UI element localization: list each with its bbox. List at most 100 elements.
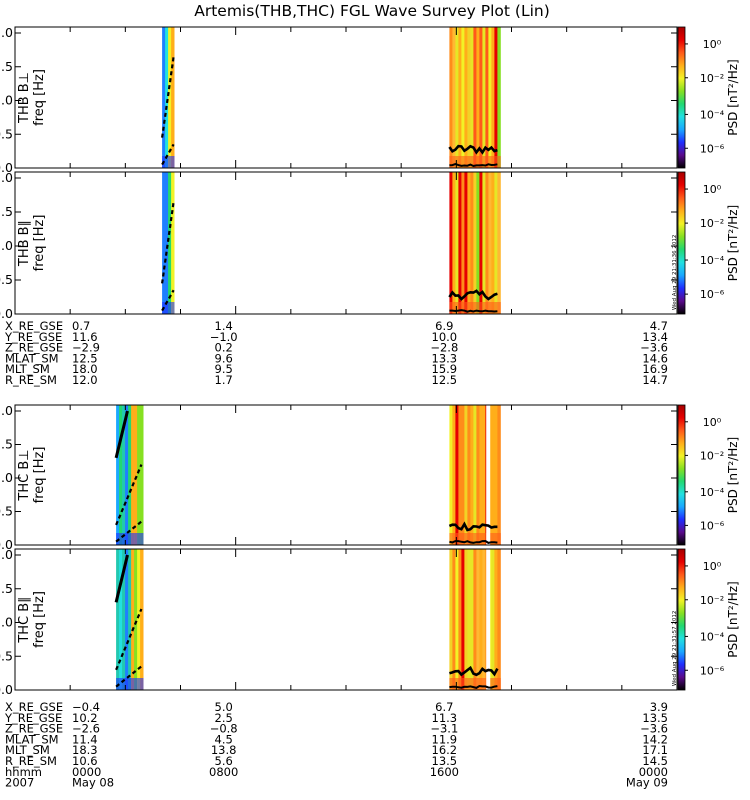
y-tick-label: 0.0 <box>0 682 13 697</box>
panel-4: 0.0 0.5 1.0 1.5 2.0 freq [Hz]THC B∥ 10⁰ 10⁻² 10⁻… <box>0 547 740 697</box>
spectrogram-column <box>494 172 498 314</box>
ephem-value: 1.7 <box>215 373 233 387</box>
spectrogram-lowband <box>467 678 471 690</box>
ephem-value: 14.5 <box>642 754 668 768</box>
ephem-value: 16.9 <box>642 362 668 376</box>
colorbar-tick-label: 10⁻⁶ <box>700 664 725 677</box>
ephem-value: 12.5 <box>72 351 98 365</box>
ephem-value: −0.8 <box>210 722 238 736</box>
ephem-row-name: Z_RE_GSE <box>5 341 63 355</box>
spectrogram-column <box>452 27 456 168</box>
colorbar <box>677 404 686 546</box>
spectrogram-column <box>171 172 175 314</box>
ephem-value: 11.9 <box>432 732 458 746</box>
ephem-value: 14.6 <box>642 351 668 365</box>
spectrogram-lowband <box>140 533 144 545</box>
spectrogram-column <box>162 27 166 168</box>
spectrogram-column <box>461 405 465 545</box>
ephem-value: 15.9 <box>432 362 458 376</box>
spectrogram-lowband <box>119 533 123 545</box>
spectrogram-lowband <box>128 678 132 690</box>
spectrogram-column <box>125 549 129 690</box>
spectrogram-lowband <box>488 302 492 314</box>
ephem-value: −2.8 <box>430 341 458 355</box>
spectrogram-lowband <box>470 533 474 545</box>
ephem-value: −2.9 <box>72 341 100 355</box>
spectrogram-column <box>497 27 501 168</box>
ephem-value: 13.5 <box>642 711 668 725</box>
y-tick-label: 0.5 <box>0 504 13 519</box>
spectrogram-column <box>119 405 123 545</box>
spectrogram-lowband <box>482 533 486 545</box>
spectrogram-column <box>461 549 465 690</box>
spectrogram-lowband <box>165 302 169 314</box>
data-gap <box>486 405 491 545</box>
ephem-row-name: hhmm <box>5 765 42 779</box>
spectrogram-column <box>140 405 144 545</box>
colorbar-label: PSD [nT²/Hz] <box>726 437 740 513</box>
spectrogram-column <box>125 405 129 545</box>
timestamp: Wed Aug 29 21:31:57 2012 <box>672 611 678 686</box>
spectrogram-column <box>479 172 483 314</box>
spectrogram-lowband <box>125 678 129 690</box>
colorbar-tick-label: 10⁻⁶ <box>700 142 725 155</box>
spectrogram-column <box>119 549 123 690</box>
ephem-value: 18.0 <box>72 362 98 376</box>
spectrogram-column <box>470 27 474 168</box>
panel-3: 0.0 0.5 1.0 1.5 2.0 freq [Hz]THC B⊥ 10⁰ 10⁻² 10⁻… <box>0 403 740 552</box>
spectrogram-lowband <box>491 678 495 690</box>
spectrogram-lowband <box>494 302 498 314</box>
spectrogram-lowband <box>494 678 498 690</box>
y-tick-label: 1.0 <box>0 470 13 485</box>
ephem-value: 11.3 <box>432 711 458 725</box>
spectrogram-lowband <box>476 533 480 545</box>
ephem-value: 5.6 <box>215 754 233 768</box>
spectrogram-column <box>461 172 465 314</box>
colorbar-tick-label: 10⁻⁴ <box>700 486 725 499</box>
gyrofrequency-line <box>161 289 175 312</box>
y-tick-label: 1.5 <box>0 437 13 452</box>
spectrogram-lowband <box>476 678 480 690</box>
spectrogram-lowband <box>497 533 501 545</box>
spectrogram-column <box>473 27 477 168</box>
spectrogram-lowband <box>464 302 468 314</box>
spectrogram-column <box>449 405 453 545</box>
panel-label: THB B⊥ <box>17 72 32 124</box>
ephem-value: 0800 <box>209 765 238 779</box>
spectrogram-lowband <box>131 678 135 690</box>
spectrogram-lowband <box>458 678 462 690</box>
ephem-value: −3.6 <box>640 722 668 736</box>
y-tick-label: 2.0 <box>0 25 13 40</box>
spectrogram-lowband <box>482 678 486 690</box>
spectrogram-column <box>485 27 489 168</box>
ephem-value: 10.6 <box>72 754 98 768</box>
spectrogram-lowband <box>458 302 462 314</box>
spectrogram-lowband <box>452 678 456 690</box>
ephem-value: 16.2 <box>432 743 458 757</box>
spectrogram-lowband <box>476 156 480 168</box>
ephem-value: 18.3 <box>72 743 98 757</box>
spectrogram-lowband <box>479 302 483 314</box>
y-tick-label: 0.5 <box>0 126 13 141</box>
spectrogram-column <box>482 405 486 545</box>
ephem-value: 0.7 <box>72 319 90 333</box>
spectrogram-column <box>473 172 477 314</box>
spectrogram-column <box>476 172 480 314</box>
spectrogram-column <box>494 405 498 545</box>
colorbar-tick-label: 10⁰ <box>703 183 722 196</box>
ephem-value: May 09 <box>626 776 668 790</box>
colorbar-label: PSD [nT²/Hz] <box>726 581 740 657</box>
spectrogram-column <box>449 172 453 314</box>
y-tick-label: 1.5 <box>0 581 13 596</box>
ephem-value: −0.4 <box>72 700 100 714</box>
spectrogram-column <box>479 27 483 168</box>
spectrogram-column <box>485 172 489 314</box>
ephem-thb: X_RE_GSE 0.7 1.4 6.9 4.7 Y_RE_GSE 11.6 −1.0 10.0… <box>4 319 668 387</box>
spectrogram-column <box>482 549 486 690</box>
spectrogram-column <box>464 27 468 168</box>
spectrogram-column <box>458 172 462 314</box>
ephem-value: −3.6 <box>640 341 668 355</box>
spectrogram-lowband <box>455 533 459 545</box>
y-tick-label: 1.0 <box>0 93 13 108</box>
